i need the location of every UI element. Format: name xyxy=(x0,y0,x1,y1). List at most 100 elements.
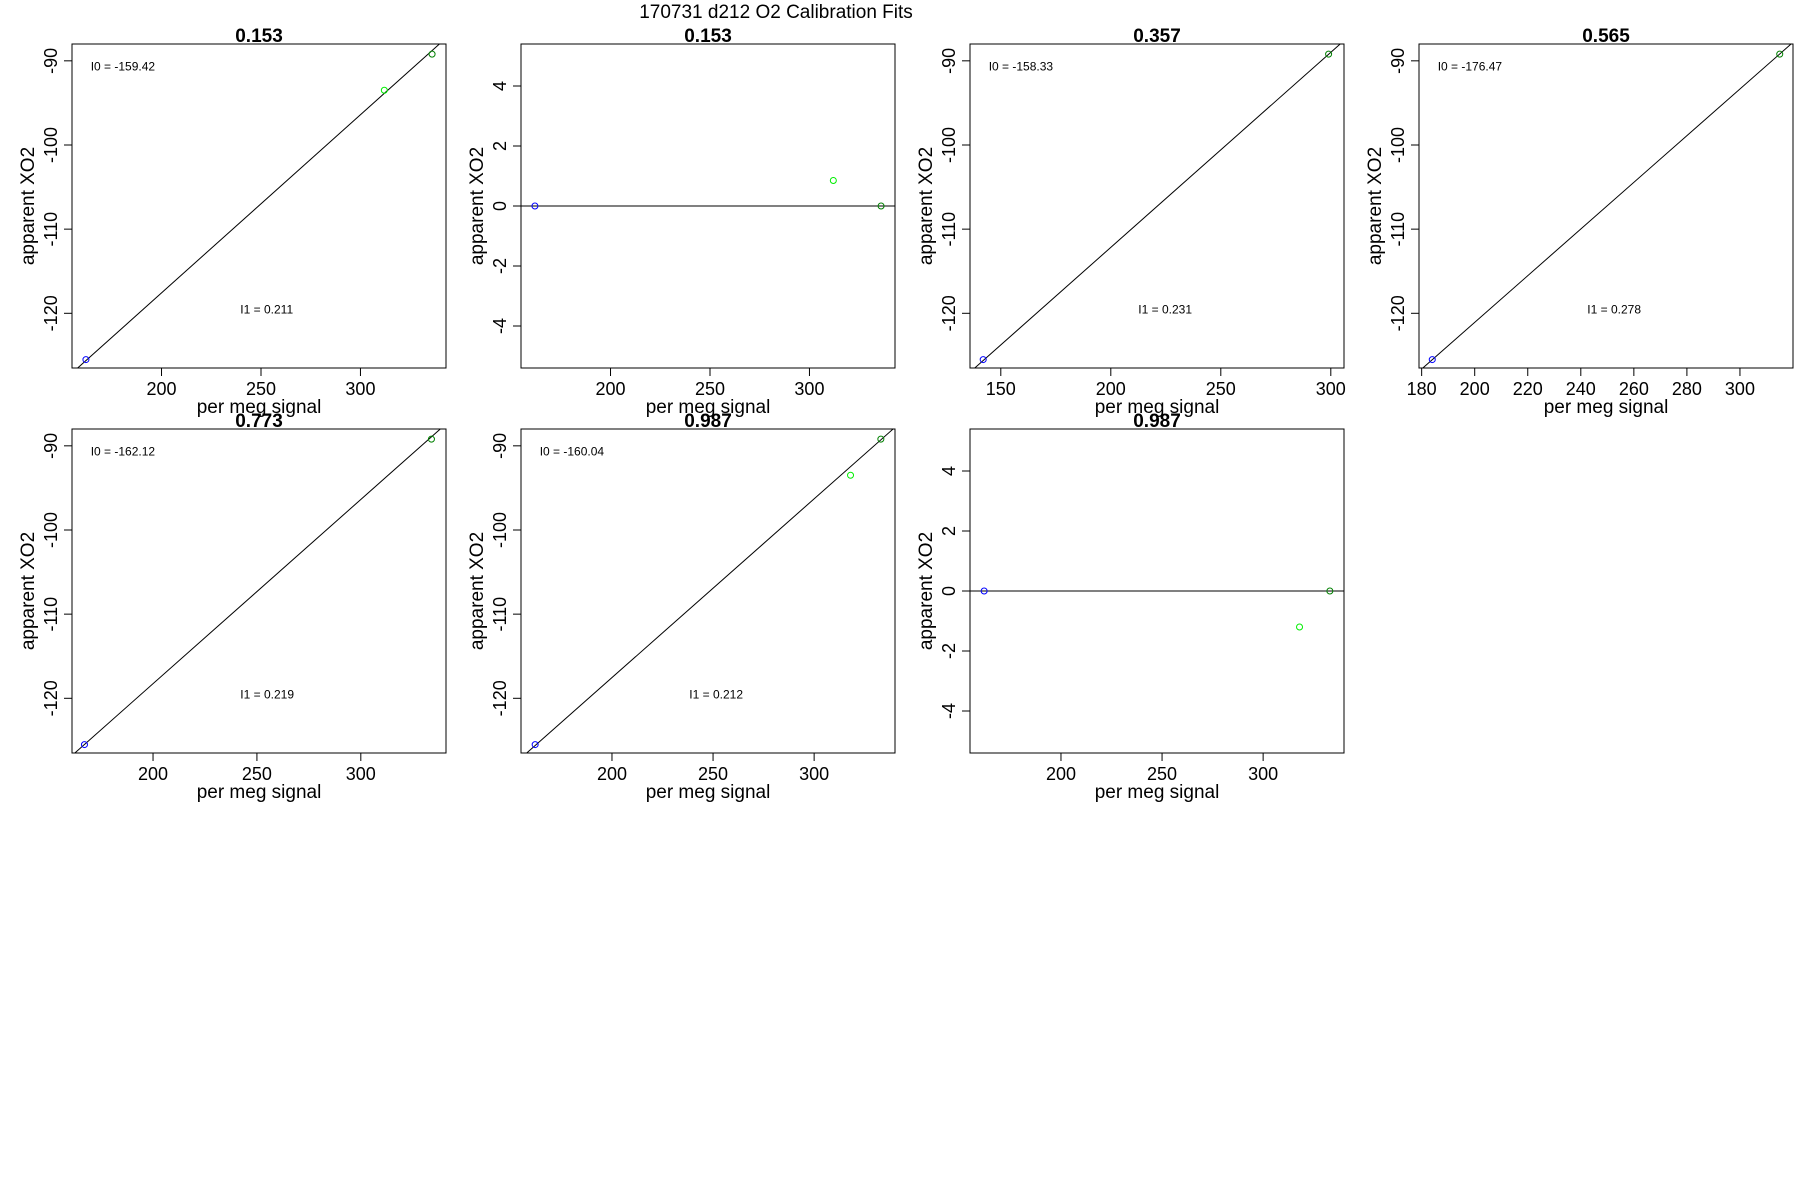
y-tick-label: -100 xyxy=(41,512,61,548)
x-tick-label: 300 xyxy=(346,764,376,784)
x-tick-label: 200 xyxy=(597,764,627,784)
x-tick-label: 150 xyxy=(986,379,1016,399)
y-tick-label: -120 xyxy=(490,680,510,716)
x-tick-label: 240 xyxy=(1566,379,1596,399)
x-tick-label: 250 xyxy=(695,379,725,399)
x-tick-label: 260 xyxy=(1619,379,1649,399)
y-axis-label: apparent XO2 xyxy=(18,147,39,265)
data-point xyxy=(82,356,90,364)
panel-title: 0.565 xyxy=(1582,26,1630,47)
y-tick-label: 2 xyxy=(939,526,959,536)
y-tick-label: -120 xyxy=(1388,295,1408,331)
x-tick-label: 300 xyxy=(1725,379,1755,399)
data-point xyxy=(1296,623,1304,631)
slope-annotation: I1 = 0.219 xyxy=(240,688,294,702)
y-tick-label: -4 xyxy=(939,703,959,719)
fit-line xyxy=(973,44,1341,368)
y-tick-label: -120 xyxy=(939,295,959,331)
data-point xyxy=(531,741,539,749)
y-axis: -4 -2 0 2 4 apparent XO2 xyxy=(916,466,970,719)
y-tick-label: -100 xyxy=(939,127,959,163)
y-axis: -120 -110 -100 -90 apparent XO2 xyxy=(916,48,970,331)
x-tick-label: 300 xyxy=(1248,764,1278,784)
data-point xyxy=(1428,356,1436,364)
intercept-annotation: I0 = -158.33 xyxy=(989,60,1054,74)
intercept-annotation: I0 = -162.12 xyxy=(91,445,156,459)
y-axis: -4 -2 0 2 4 apparent XO2 xyxy=(467,81,521,334)
plot-frame xyxy=(1418,43,1794,369)
x-axis-label: per meg signal xyxy=(197,782,322,803)
x-tick-label: 200 xyxy=(146,379,176,399)
x-tick-label: 200 xyxy=(1460,379,1490,399)
x-tick-label: 220 xyxy=(1513,379,1543,399)
data-point xyxy=(1326,587,1334,595)
x-axis-label: per meg signal xyxy=(1095,397,1220,418)
x-axis: 200 250 300 per meg signal xyxy=(146,367,375,418)
x-tick-label: 300 xyxy=(799,764,829,784)
panel-title: 0.773 xyxy=(235,411,283,432)
x-tick-label: 180 xyxy=(1407,379,1437,399)
x-tick-label: 250 xyxy=(1206,379,1236,399)
intercept-annotation: I0 = -160.04 xyxy=(540,445,605,459)
y-tick-label: -110 xyxy=(1388,212,1408,247)
x-axis: 150 200 250 300 per meg signal xyxy=(986,367,1346,418)
y-tick-label: -90 xyxy=(490,433,510,459)
y-axis: -120 -110 -100 -90 apparent XO2 xyxy=(1365,48,1419,331)
y-axis-label: apparent XO2 xyxy=(467,532,488,650)
y-axis: -120 -110 -100 -90 apparent XO2 xyxy=(467,433,521,716)
slope-annotation: I1 = 0.211 xyxy=(240,303,293,317)
data-point xyxy=(847,471,855,479)
y-tick-label: -100 xyxy=(490,512,510,548)
plot-frame xyxy=(520,428,896,754)
y-axis-label: apparent XO2 xyxy=(18,532,39,650)
x-axis: 200 250 300 per meg signal xyxy=(597,752,829,803)
y-axis-label: apparent XO2 xyxy=(467,147,488,265)
x-tick-label: 300 xyxy=(794,379,824,399)
x-axis-label: per meg signal xyxy=(646,782,771,803)
x-tick-label: 250 xyxy=(1147,764,1177,784)
x-tick-label: 200 xyxy=(138,764,168,784)
panel-title: 0.987 xyxy=(684,411,732,432)
data-point xyxy=(979,356,987,364)
y-tick-label: -2 xyxy=(939,643,959,659)
panel-title: 0.153 xyxy=(684,26,732,47)
panel-title: 0.153 xyxy=(235,26,283,47)
y-tick-label: 0 xyxy=(939,586,959,596)
y-tick-label: -110 xyxy=(939,212,959,247)
intercept-annotation: I0 = -176.47 xyxy=(1438,60,1503,74)
data-point xyxy=(428,50,436,58)
x-tick-label: 300 xyxy=(345,379,375,399)
fit-line xyxy=(525,429,894,753)
y-tick-label: -120 xyxy=(41,295,61,331)
data-point xyxy=(980,587,988,595)
y-tick-label: -90 xyxy=(41,48,61,74)
y-tick-label: -90 xyxy=(1388,48,1408,74)
plot-frame xyxy=(71,428,447,754)
x-axis: 200 250 300 per meg signal xyxy=(138,752,376,803)
calibration-panel-3: 150 200 250 300 per meg signal -120 -110 -100 -9… xyxy=(916,26,1346,418)
calibration-panel-2: 200 250 300 per meg signal -4 -2 0 2 4 apparent X… xyxy=(467,26,896,418)
y-tick-label: -100 xyxy=(41,127,61,163)
y-tick-label: 4 xyxy=(939,466,959,476)
data-point xyxy=(829,177,837,184)
y-axis: -120 -110 -100 -90 apparent XO2 xyxy=(18,433,72,716)
slope-annotation: I1 = 0.278 xyxy=(1587,303,1641,317)
x-tick-label: 250 xyxy=(698,764,728,784)
calibration-panel-5: 200 250 300 per meg signal -120 -110 -100 -90 ap… xyxy=(18,411,447,803)
y-tick-label: -90 xyxy=(939,48,959,74)
y-tick-label: 2 xyxy=(490,141,510,151)
intercept-annotation: I0 = -159.42 xyxy=(91,60,156,74)
data-point xyxy=(380,86,388,94)
calibration-panel-7: 200 250 300 per meg signal -4 -2 0 2 4 apparent X… xyxy=(916,411,1345,803)
y-tick-label: 4 xyxy=(490,81,510,91)
y-axis-label: apparent XO2 xyxy=(916,532,937,650)
data-point xyxy=(1776,50,1784,58)
y-tick-label: -2 xyxy=(490,258,510,274)
data-point xyxy=(531,202,539,210)
x-tick-label: 250 xyxy=(242,764,272,784)
fit-line xyxy=(76,44,441,368)
data-point xyxy=(877,435,885,443)
